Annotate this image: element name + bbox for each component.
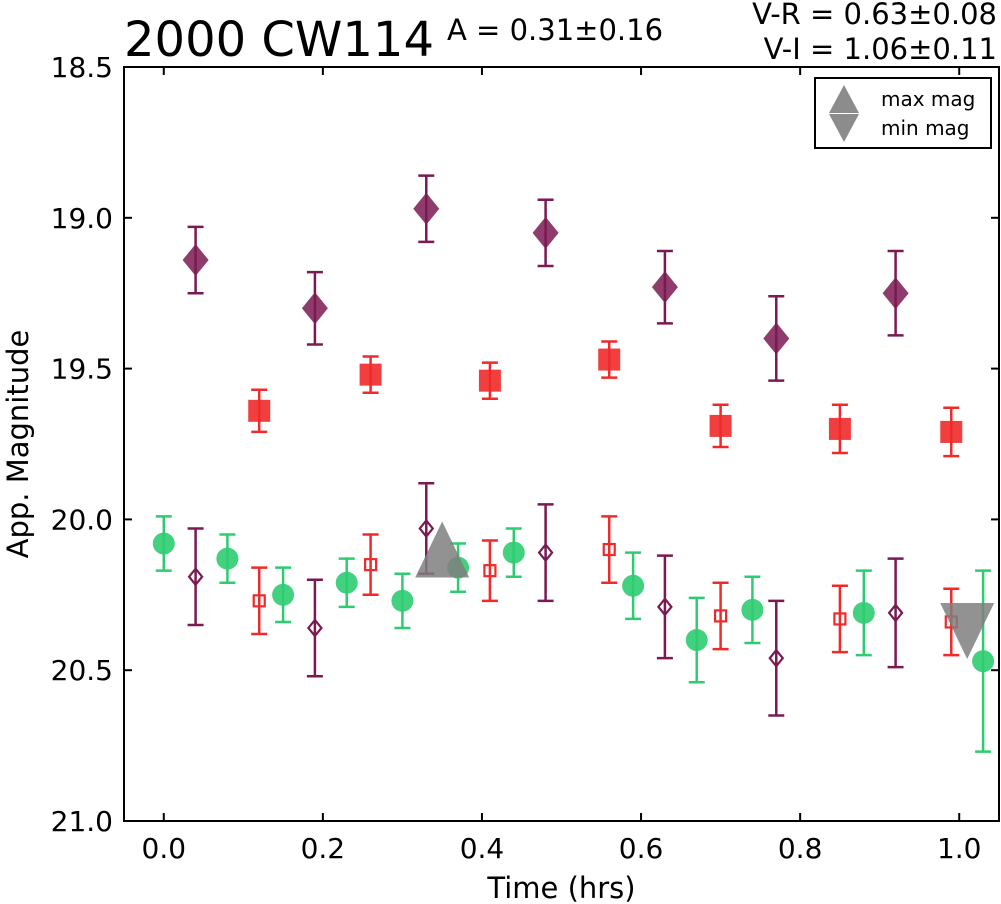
data-point [335,571,358,594]
data-point [602,542,616,557]
series-square-open [251,515,960,657]
color-vi-label: V-I = 1.06±0.11 [763,32,997,66]
series-square-filled [248,340,963,458]
data-point [656,597,673,617]
legend-marker-triangle-up [829,85,859,113]
data-point [502,541,525,564]
data-point [216,547,239,570]
x-tick-label: 0.2 [301,832,346,865]
data-point [359,363,382,386]
min-mag-marker [940,602,995,659]
data-point [537,542,554,563]
data-point [252,594,266,608]
data-point [413,192,440,225]
y-tick-label: 20.0 [51,503,113,536]
y-tick-label: 19.5 [51,353,113,386]
data-point [248,399,271,422]
data-point [768,648,785,668]
data-point [741,598,764,621]
data-point [887,603,904,623]
data-point [709,414,732,437]
x-tick-label: 0.0 [142,832,187,865]
y-tick-label: 19.0 [51,202,113,235]
x-tick-label: 1.0 [937,832,982,865]
data-point [478,369,501,392]
y-tick-label: 21.0 [51,805,113,838]
data-point [598,348,621,371]
data-point [152,532,175,555]
x-tick-label: 0.6 [619,832,664,865]
data-point [272,583,295,606]
series-diamond-open [187,481,904,717]
series-circle-filled [152,515,995,753]
x-tick-label: 0.4 [460,832,505,865]
data-point [763,322,790,355]
legend-label: max mag [881,87,975,111]
data-point [363,558,378,572]
max-mag-marker [415,521,470,578]
data-point [852,601,875,624]
color-vr-label: V-R = 0.63±0.08 [752,0,997,31]
data-point [940,420,963,443]
data-point [483,564,497,578]
series-diamond-filled [182,174,909,382]
data-marks [152,174,995,753]
data-point [882,277,909,310]
data-point [622,574,645,597]
legend-marker-triangle-down [829,114,859,142]
data-point [651,271,678,304]
data-point [306,618,323,638]
extrema-markers [415,521,995,659]
y-tick-label: 18.5 [51,51,113,84]
legend-label: min mag [881,116,970,140]
y-tick-label: 20.5 [51,654,113,687]
data-point [828,417,851,440]
axes: 0.0 0.2 0.4 0.6 0.8 1.0 18.5 19.0 19.5 20.0 20.5 21… [51,51,999,865]
chart-title: 2000 CW114 [124,12,435,68]
y-axis-label: App. Magnitude [1,330,35,559]
x-tick-label: 0.8 [778,832,823,865]
data-point [685,629,708,652]
data-point [713,609,728,623]
data-point [532,216,559,249]
plot-frame [123,66,1000,822]
amplitude-label: A = 0.31±0.16 [447,13,664,47]
x-axis-label: Time (hrs) [486,871,635,904]
data-point [833,612,847,626]
data-point [972,650,995,673]
legend: max mag min mag [814,77,992,149]
data-point [182,244,209,277]
data-point [187,566,204,587]
data-point [391,589,414,612]
data-point [418,518,435,539]
data-point [301,292,328,325]
